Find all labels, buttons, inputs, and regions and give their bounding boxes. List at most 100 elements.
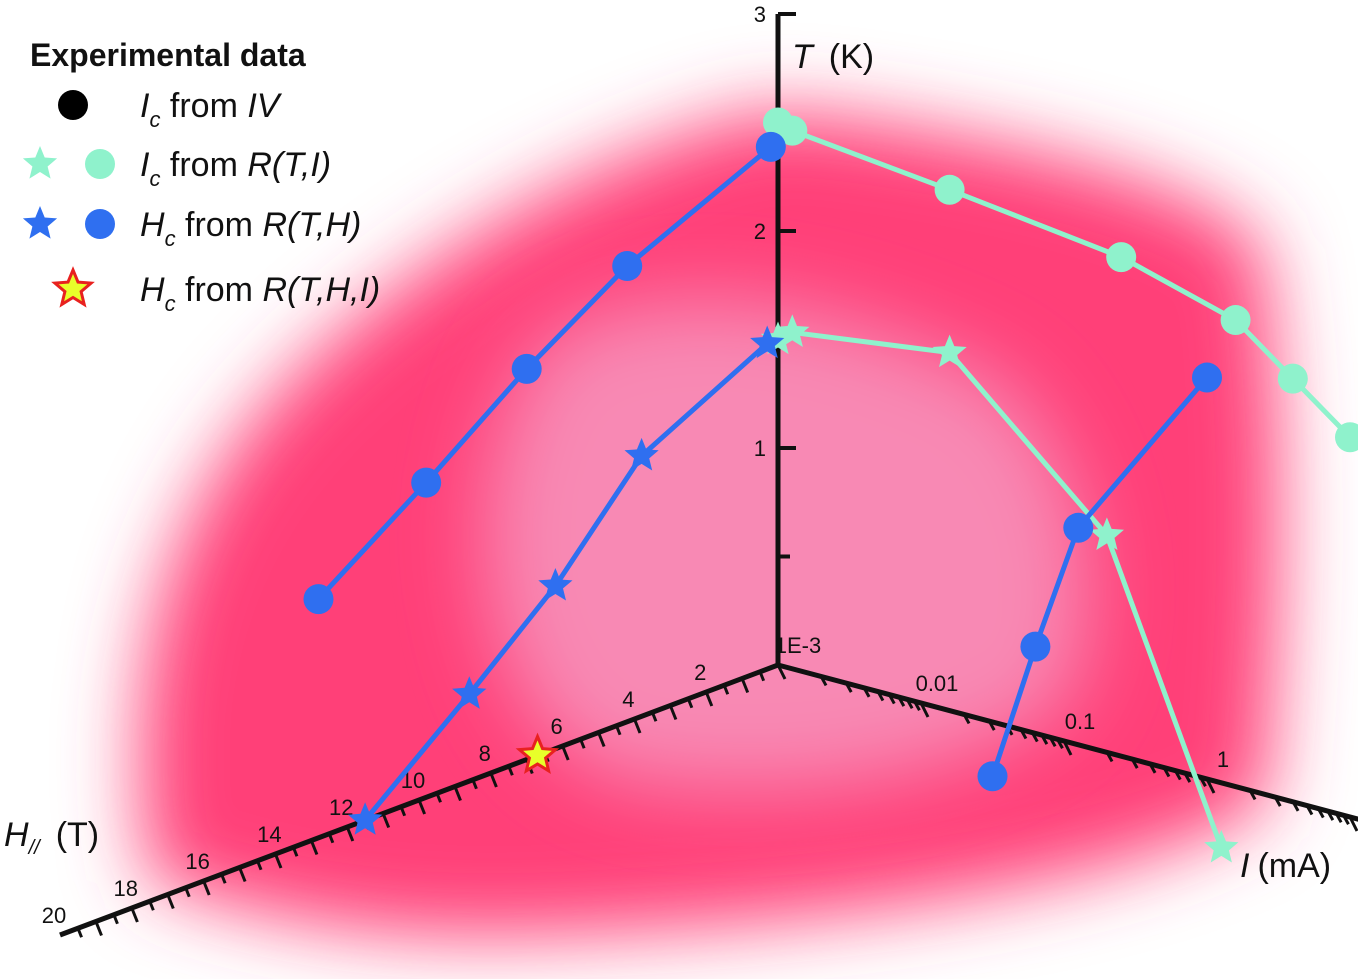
i-axis-minor-tick xyxy=(1342,814,1350,825)
i-axis-line xyxy=(777,662,1358,822)
i-axis-minor-tick xyxy=(1148,763,1157,774)
i-axis-minor-tick xyxy=(897,696,906,707)
circle-marker xyxy=(977,761,1008,792)
i-axis-minor-tick xyxy=(1334,812,1343,824)
i-axis-minor-tick xyxy=(887,693,896,705)
i-axis-major-tick xyxy=(1062,740,1073,756)
star-marker xyxy=(624,437,659,471)
h-axis-minor-tick xyxy=(579,738,586,749)
legend-entry: Ic from R(T,I) xyxy=(22,146,331,191)
legend-label: Hc from R(T,H) xyxy=(140,206,361,251)
h-axis-minor-tick xyxy=(148,900,155,911)
i-axis-minor-tick xyxy=(1305,804,1314,816)
h-axis-major-tick xyxy=(740,677,750,694)
h-axis-major-tick xyxy=(561,745,570,761)
h-axis-major-tick xyxy=(668,704,678,721)
series-markers xyxy=(303,107,1358,863)
h-tick-label: 2 xyxy=(694,660,706,685)
h-axis-minor-tick xyxy=(112,914,119,925)
star-marker xyxy=(775,314,810,347)
i-axis-minor-tick xyxy=(1105,751,1114,763)
series-line xyxy=(990,375,1209,778)
circle-marker xyxy=(755,131,786,162)
i-axis-minor-tick xyxy=(1130,758,1139,769)
h-axis-minor-tick xyxy=(220,873,227,884)
circle-marker xyxy=(411,467,442,498)
h-axis-major-tick xyxy=(489,772,498,788)
circle-marker xyxy=(1063,512,1094,543)
i-axis-minor-tick xyxy=(987,720,996,731)
star-marker xyxy=(1089,517,1124,550)
i-axis-minor-tick xyxy=(1326,810,1335,821)
h-axis-title: H//(T) xyxy=(4,816,99,859)
i-axis-minor-tick xyxy=(913,700,921,711)
t-axis-title: T (K) xyxy=(792,38,874,76)
legend: Experimental data Ic from IV Ic from R(T,… xyxy=(22,37,380,316)
circle-marker xyxy=(1335,422,1358,453)
circle-marker xyxy=(1220,305,1251,336)
circle-marker xyxy=(777,115,808,146)
h-axis-major-tick xyxy=(130,907,139,923)
h-axis-major-tick xyxy=(453,785,462,802)
outlined-star-marker xyxy=(515,732,560,774)
legend-label: Ic from IV xyxy=(140,87,283,132)
i-axis-minor-tick xyxy=(1183,772,1192,783)
legend-label: Hc from R(T,H,I) xyxy=(140,271,380,316)
i-axis-minor-tick xyxy=(844,682,853,693)
circle-marker xyxy=(1106,242,1137,273)
i-axis-minor-tick xyxy=(1199,776,1207,787)
i-axis-minor-tick xyxy=(1248,789,1257,801)
circle-marker xyxy=(511,353,542,384)
h-tick-label: 18 xyxy=(114,876,138,901)
legend-entry: Hc from R(T,H,I) xyxy=(51,266,380,316)
superconducting-region xyxy=(139,110,1280,937)
star-marker xyxy=(348,802,383,835)
h-axis-minor-tick xyxy=(758,671,766,682)
h-axis-minor-tick xyxy=(76,927,83,938)
h-axis-major-tick xyxy=(597,731,606,748)
h-axis-major-tick xyxy=(633,718,642,734)
i-tick-label: 0.01 xyxy=(916,671,959,696)
circle-marker xyxy=(1192,362,1222,393)
circle-marker xyxy=(612,251,643,281)
legend-entry: Ic from IV xyxy=(58,87,283,132)
h-axis-major-tick xyxy=(94,920,103,937)
star-marker xyxy=(932,334,967,368)
star-marker xyxy=(538,568,573,601)
circle-marker xyxy=(303,584,334,615)
i-axis-minor-tick xyxy=(1019,728,1028,740)
i-axis-minor-tick xyxy=(962,713,971,725)
i-axis-major-tick xyxy=(1205,778,1216,794)
h-axis-minor-tick xyxy=(722,684,730,695)
h-axis-major-tick xyxy=(309,839,319,856)
i-axis-major-tick xyxy=(1348,816,1358,832)
i-tick-label: 1E-3 xyxy=(775,633,821,658)
i-axis-minor-tick xyxy=(1040,734,1049,745)
i-axis-title: I (mA) xyxy=(1240,847,1331,885)
legend-outlined-star-marker xyxy=(51,266,95,308)
h-axis-minor-tick xyxy=(650,711,658,722)
h-axis-minor-tick xyxy=(291,846,299,857)
h-tick-label: 20 xyxy=(42,903,66,928)
h-axis-major-tick xyxy=(274,853,283,869)
h-tick-label: 4 xyxy=(622,687,634,712)
h-axis-minor-tick xyxy=(471,779,478,790)
i-axis-minor-tick xyxy=(862,687,871,698)
i-tick-label: 0.1 xyxy=(1065,709,1096,734)
circle-marker xyxy=(1020,631,1051,662)
legend-circle-marker xyxy=(85,209,115,239)
star-marker xyxy=(452,676,487,709)
h-axis-major-tick xyxy=(381,812,391,829)
h-axis-major-tick xyxy=(238,866,247,883)
circle-marker xyxy=(1277,363,1308,394)
h-tick-label: 12 xyxy=(329,795,353,820)
t-tick-label: 2 xyxy=(754,219,766,244)
legend-entries: Ic from IV Ic from R(T,I) Hc from R(T,H) Hc… xyxy=(22,87,380,316)
circle-marker xyxy=(934,174,965,205)
legend-entry: Hc from R(T,H) xyxy=(22,206,361,251)
i-axis-minor-tick xyxy=(819,675,828,687)
h-axis-minor-tick xyxy=(435,792,442,803)
h-axis-minor-tick xyxy=(507,765,514,776)
